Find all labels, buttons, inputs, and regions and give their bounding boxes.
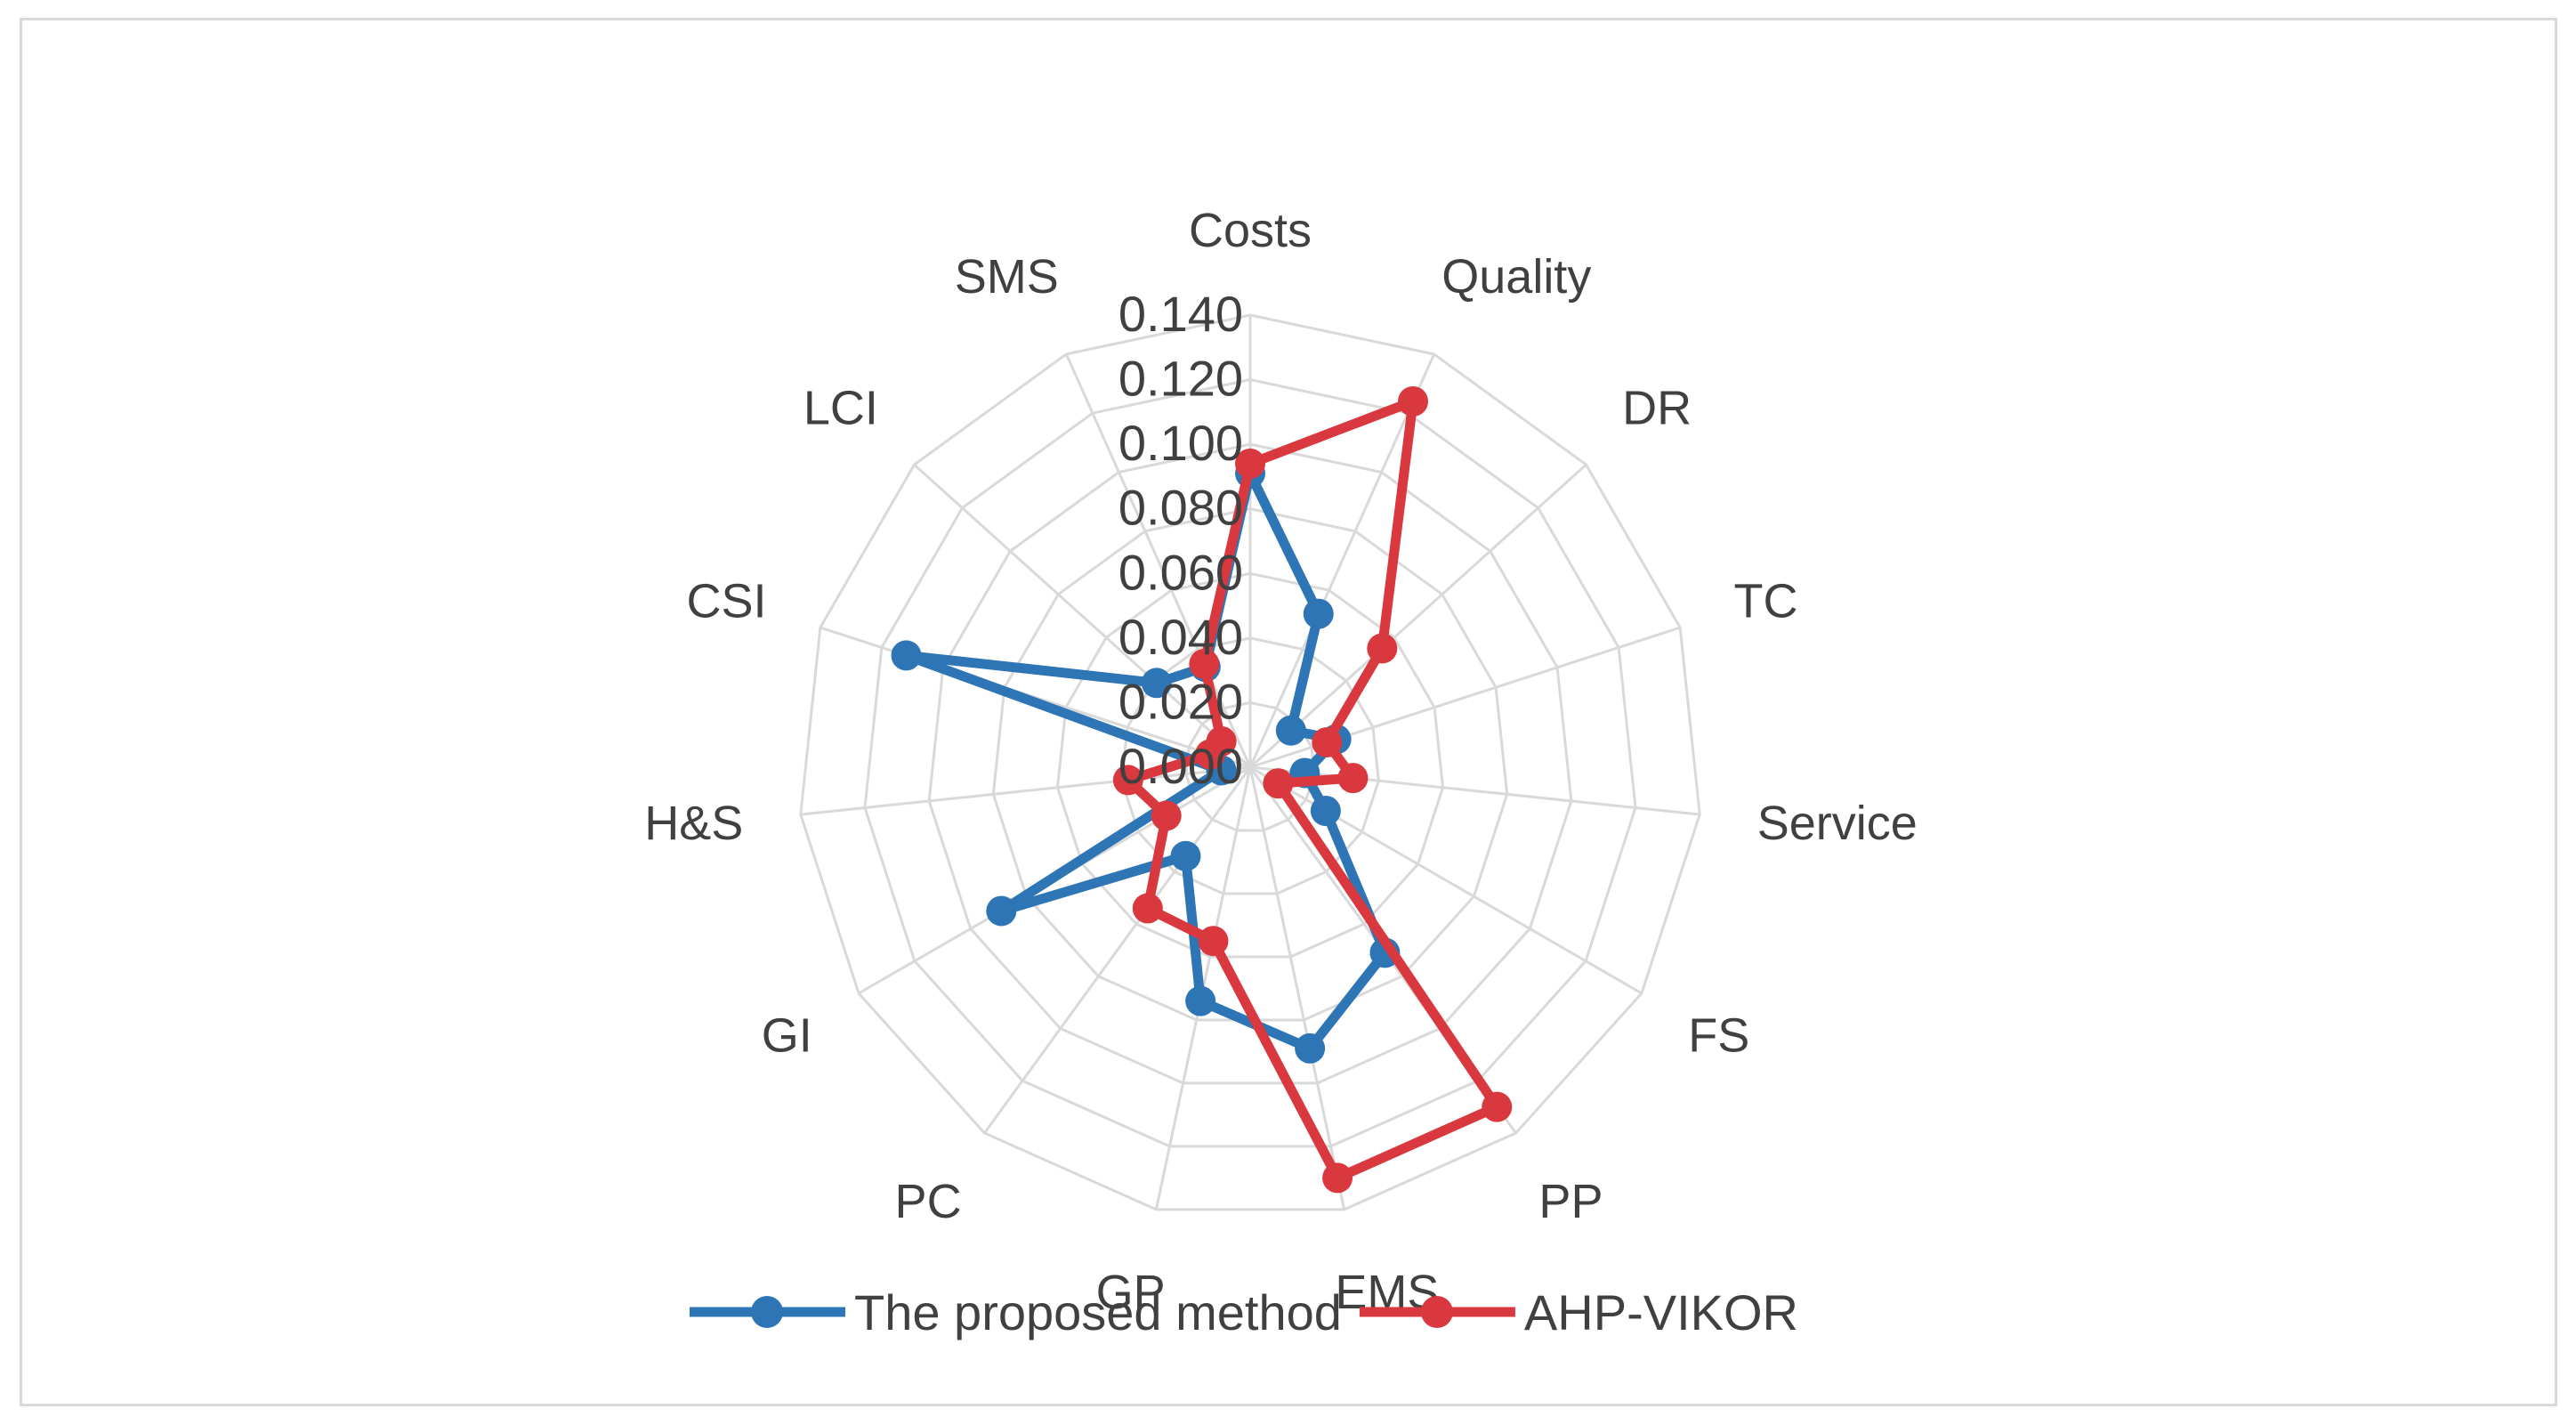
category-label: DR — [1622, 382, 1692, 435]
tick-label: 0.060 — [1118, 544, 1243, 600]
grid-spoke — [1248, 353, 1435, 768]
tick-label: 0.080 — [1118, 480, 1243, 536]
series-point — [1189, 648, 1220, 679]
series-point — [1112, 765, 1143, 796]
category-label: LCI — [803, 382, 878, 435]
series-point — [1151, 800, 1182, 831]
category-label: CSI — [686, 575, 766, 628]
tick-label: 0.000 — [1118, 738, 1243, 794]
legend-swatch-marker — [751, 1296, 783, 1328]
category-label: PP — [1538, 1175, 1603, 1228]
legend-label: AHP-VIKOR — [1524, 1284, 1798, 1340]
series-point — [1295, 1032, 1326, 1064]
series-point — [986, 895, 1017, 927]
series-point — [1185, 985, 1216, 1016]
legend-item-2: AHP-VIKOR — [1359, 1284, 1798, 1340]
grid-spoke — [913, 463, 1252, 769]
legend-label: The proposed method — [854, 1284, 1342, 1340]
category-label: FS — [1688, 1009, 1749, 1063]
series-point — [1482, 1091, 1513, 1122]
series-point — [1322, 1162, 1353, 1194]
category-label: GP — [1096, 1266, 1166, 1319]
grid-spoke — [1065, 353, 1252, 768]
series-point — [1141, 668, 1172, 699]
category-label: SMS — [955, 250, 1059, 304]
series-point — [1367, 633, 1398, 664]
tick-label: 0.020 — [1118, 673, 1243, 729]
tick-label: 0.040 — [1118, 609, 1243, 665]
category-label: Quality — [1441, 250, 1591, 304]
series-point — [891, 640, 922, 671]
grid-ring — [1120, 636, 1380, 895]
radar-series — [891, 385, 1513, 1194]
series-point — [1312, 726, 1343, 757]
category-label: Service — [1757, 797, 1918, 850]
series-point — [1263, 768, 1294, 799]
series-point — [1235, 448, 1265, 479]
grid-spoke — [1248, 766, 1346, 1210]
category-labels: CostsQualityDRTCServiceFSPPEMSGPPCGIH&SC… — [644, 204, 1918, 1319]
category-label: TC — [1733, 575, 1797, 628]
legend-item-1: The proposed method — [690, 1284, 1342, 1340]
series-point — [1198, 926, 1229, 957]
category-label: PC — [895, 1175, 962, 1228]
grid-ring — [927, 442, 1573, 1085]
grid-spoke — [983, 766, 1252, 1134]
grid-ring — [863, 378, 1637, 1148]
series-point — [1132, 893, 1163, 924]
category-label: H&S — [644, 797, 743, 850]
series-2 — [1112, 385, 1513, 1194]
radar-grid — [799, 313, 1701, 1211]
chart-frame — [20, 18, 2557, 1406]
series-point — [1337, 763, 1369, 794]
radial-tick-labels: 0.000 0.020 0.040 0.060 0.080 0.100 0.120 0.140 — [1118, 286, 1243, 794]
legend: The proposed method AHP-VIKOR — [690, 1284, 1798, 1340]
grid-spoke — [800, 765, 1251, 816]
series-point — [1398, 385, 1429, 417]
series-point — [1275, 715, 1306, 746]
series-point — [1170, 840, 1201, 871]
grid-ring — [799, 313, 1701, 1211]
tick-label: 0.140 — [1118, 286, 1243, 342]
series-point — [1310, 795, 1341, 826]
category-label: Costs — [1189, 204, 1312, 257]
grid-spoke — [1248, 463, 1587, 769]
series-point — [1303, 598, 1334, 629]
tick-label: 0.100 — [1118, 415, 1243, 471]
tick-label: 0.120 — [1118, 351, 1243, 407]
legend-swatch-marker — [1420, 1296, 1453, 1328]
grid-spoke — [1249, 765, 1700, 816]
category-label: GI — [762, 1009, 812, 1063]
series-point — [1206, 725, 1237, 757]
